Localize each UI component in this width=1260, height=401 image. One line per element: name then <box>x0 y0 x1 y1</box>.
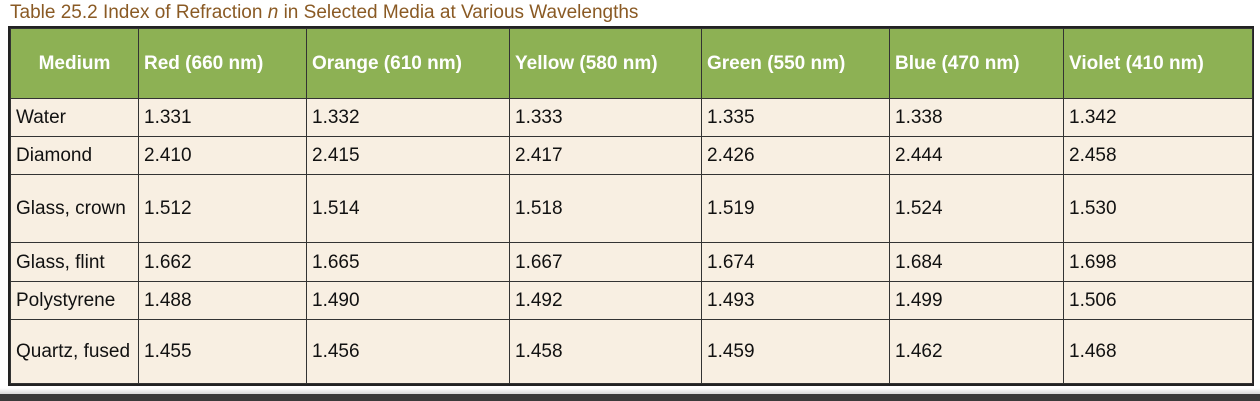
value-cell: 1.458 <box>509 318 702 385</box>
value-cell: 1.499 <box>889 280 1064 320</box>
table-caption: Table 25.2 Index of Refraction n in Sele… <box>10 2 638 24</box>
value-cell: 1.492 <box>509 280 702 320</box>
value-cell: 1.459 <box>701 318 890 385</box>
column-header-violet: Violet (410 nm) <box>1063 28 1253 99</box>
column-header-green: Green (550 nm) <box>701 28 890 99</box>
column-header-yellow: Yellow (580 nm) <box>509 28 702 99</box>
value-cell: 2.410 <box>138 136 307 176</box>
table-row: Water 1.331 1.332 1.333 1.335 1.338 1.34… <box>10 97 1253 138</box>
value-cell: 1.455 <box>138 318 307 385</box>
table-row: Glass, flint 1.662 1.665 1.667 1.674 1.6… <box>10 242 1253 282</box>
value-cell: 1.519 <box>701 174 890 244</box>
value-cell: 1.488 <box>138 280 307 320</box>
value-cell: 1.493 <box>701 280 890 320</box>
value-cell: 1.342 <box>1063 97 1253 138</box>
value-cell: 1.490 <box>306 280 510 320</box>
value-cell: 1.468 <box>1063 318 1253 385</box>
value-cell: 2.415 <box>306 136 510 176</box>
medium-cell: Water <box>10 97 139 138</box>
value-cell: 1.674 <box>701 242 890 282</box>
table-row: Quartz, fused 1.455 1.456 1.458 1.459 1.… <box>10 318 1253 385</box>
value-cell: 1.332 <box>306 97 510 138</box>
table-row: Glass, crown 1.512 1.514 1.518 1.519 1.5… <box>10 174 1253 244</box>
column-header-blue: Blue (470 nm) <box>889 28 1064 99</box>
value-cell: 2.444 <box>889 136 1064 176</box>
value-cell: 1.530 <box>1063 174 1253 244</box>
value-cell: 1.331 <box>138 97 307 138</box>
value-cell: 2.417 <box>509 136 702 176</box>
caption-variable: n <box>267 2 279 23</box>
medium-cell: Diamond <box>10 136 139 176</box>
value-cell: 1.512 <box>138 174 307 244</box>
value-cell: 1.462 <box>889 318 1064 385</box>
medium-cell: Polystyrene <box>10 280 139 320</box>
table-row: Diamond 2.410 2.415 2.417 2.426 2.444 2.… <box>10 136 1253 176</box>
refraction-table-container: Medium Red (660 nm) Orange (610 nm) Yell… <box>8 26 1254 386</box>
column-header-orange: Orange (610 nm) <box>306 28 510 99</box>
column-header-medium: Medium <box>10 28 139 99</box>
value-cell: 1.524 <box>889 174 1064 244</box>
medium-cell: Glass, crown <box>10 174 139 244</box>
caption-prefix: Table 25.2 Index of Refraction <box>10 2 268 23</box>
value-cell: 1.667 <box>509 242 702 282</box>
value-cell: 2.458 <box>1063 136 1253 176</box>
value-cell: 1.514 <box>306 174 510 244</box>
column-header-red: Red (660 nm) <box>138 28 307 99</box>
value-cell: 1.698 <box>1063 242 1253 282</box>
value-cell: 1.335 <box>701 97 890 138</box>
caption-suffix: in Selected Media at Various Wavelengths <box>278 2 639 23</box>
value-cell: 1.333 <box>509 97 702 138</box>
value-cell: 2.426 <box>701 136 890 176</box>
medium-cell: Quartz, fused <box>10 318 139 385</box>
value-cell: 1.662 <box>138 242 307 282</box>
value-cell: 1.684 <box>889 242 1064 282</box>
header-row: Medium Red (660 nm) Orange (610 nm) Yell… <box>10 28 1253 99</box>
value-cell: 1.518 <box>509 174 702 244</box>
value-cell: 1.665 <box>306 242 510 282</box>
table-row: Polystyrene 1.488 1.490 1.492 1.493 1.49… <box>10 280 1253 320</box>
medium-cell: Glass, flint <box>10 242 139 282</box>
page-edge-shadow <box>0 388 1260 394</box>
refraction-index-table: Medium Red (660 nm) Orange (610 nm) Yell… <box>10 28 1253 385</box>
bottom-divider-bar <box>0 394 1260 401</box>
value-cell: 1.506 <box>1063 280 1253 320</box>
value-cell: 1.338 <box>889 97 1064 138</box>
value-cell: 1.456 <box>306 318 510 385</box>
